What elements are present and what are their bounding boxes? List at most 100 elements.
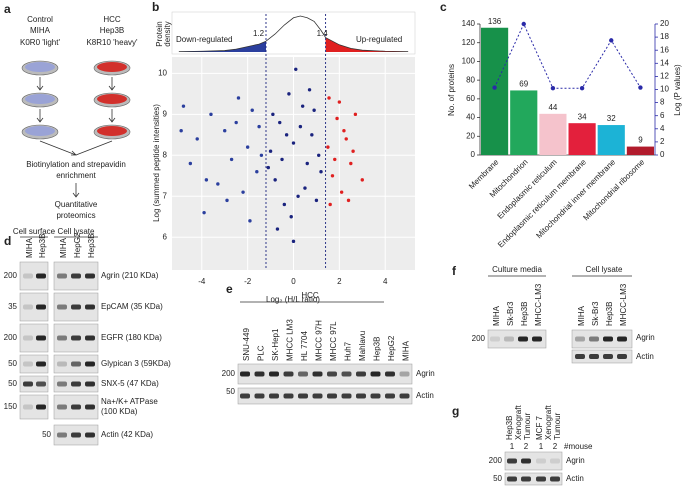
row-label: (100 KDa) [101, 407, 138, 416]
mouse-label: 2 [553, 442, 558, 451]
y-tick-label: 60 [466, 94, 475, 103]
band [399, 371, 410, 377]
marker: 50 [226, 387, 235, 396]
point [257, 124, 261, 129]
y2-tick-label: 16 [660, 45, 669, 54]
point [330, 174, 335, 178]
point [353, 112, 358, 117]
condition-label: Control [27, 15, 53, 24]
density-shade [325, 37, 409, 52]
band [71, 304, 81, 310]
point [294, 67, 298, 71]
band [356, 371, 366, 377]
lane-label: SNU-449 [242, 328, 251, 361]
y2-tick-label: 6 [660, 111, 665, 120]
lane-label: Hep3B [38, 234, 47, 258]
y2-tick-label: 8 [660, 98, 665, 107]
point [268, 149, 273, 153]
band [327, 393, 337, 399]
row-label: Actin [416, 391, 434, 400]
panel-label: a [4, 2, 11, 16]
value-label: 69 [519, 80, 528, 89]
marker: 50 [42, 430, 51, 439]
marker: 150 [4, 402, 18, 411]
arrow [72, 183, 80, 198]
point [188, 161, 193, 166]
lane-label: Huh7 [344, 341, 353, 361]
band [312, 393, 323, 399]
band [71, 381, 81, 387]
lane-label: HepG2 [387, 335, 396, 361]
point [312, 108, 316, 112]
x-tick-label: 0 [291, 277, 296, 286]
bar [626, 146, 654, 155]
point [327, 96, 331, 100]
arrow [108, 77, 116, 91]
band [23, 404, 33, 410]
y2-tick-label: 14 [660, 58, 669, 67]
band [57, 273, 67, 279]
point [282, 202, 287, 207]
group-label: HCC [301, 291, 319, 300]
dish-medium [25, 94, 55, 104]
y2-tick-label: 2 [660, 137, 665, 146]
y2-axis-label: Log (P values) [673, 64, 682, 116]
point [236, 96, 241, 100]
bar [510, 90, 538, 155]
point [250, 108, 254, 112]
point [296, 194, 300, 198]
point [225, 198, 229, 203]
arrow [39, 140, 113, 156]
y-tick-label: 80 [466, 75, 475, 84]
point [335, 116, 339, 121]
row-label: Actin (42 KDa) [101, 430, 153, 439]
lane-label: MCF 7 [535, 415, 544, 440]
band [589, 354, 599, 359]
mouse-label: 1 [510, 442, 515, 451]
threshold-label: 1.4 [317, 29, 329, 38]
blot [237, 387, 413, 405]
value-label: 9 [638, 136, 643, 145]
point [223, 129, 227, 133]
row-label: Agrin [416, 369, 435, 378]
y-tick-label: 140 [462, 19, 476, 28]
band [254, 371, 265, 377]
band [23, 335, 33, 341]
y-tick-label: 10 [158, 68, 167, 77]
line-point [579, 85, 585, 91]
dish-medium [25, 126, 55, 136]
point [326, 145, 330, 149]
point [319, 169, 323, 174]
band [269, 371, 279, 377]
arrow [36, 77, 44, 91]
blot [504, 472, 563, 486]
lane-label: MIHA [402, 340, 411, 361]
density-curve [178, 15, 409, 53]
band [536, 476, 546, 482]
marker: 50 [8, 359, 17, 368]
line-point [550, 85, 556, 91]
point [204, 178, 209, 182]
threshold-label: 1.2 [253, 29, 265, 38]
dish-medium [97, 126, 127, 136]
lane-label: MIHA [59, 237, 68, 258]
band [283, 393, 294, 399]
lane-label: Hep3B [373, 337, 382, 361]
row-label: SNX-5 (47 KDa) [101, 379, 159, 388]
lane-label: Tumour [553, 412, 562, 440]
point [266, 165, 270, 170]
band [518, 336, 528, 342]
band [370, 371, 381, 377]
band [356, 393, 366, 399]
marker: 200 [4, 271, 18, 280]
lane-label: HL 7704 [300, 331, 309, 362]
panel-label: f [452, 264, 457, 278]
point [216, 182, 220, 186]
band [36, 404, 46, 410]
point [284, 133, 289, 137]
point [248, 219, 252, 223]
blot [504, 451, 563, 471]
band [85, 335, 95, 341]
lane-label: MHCC-LM3 [534, 283, 543, 326]
